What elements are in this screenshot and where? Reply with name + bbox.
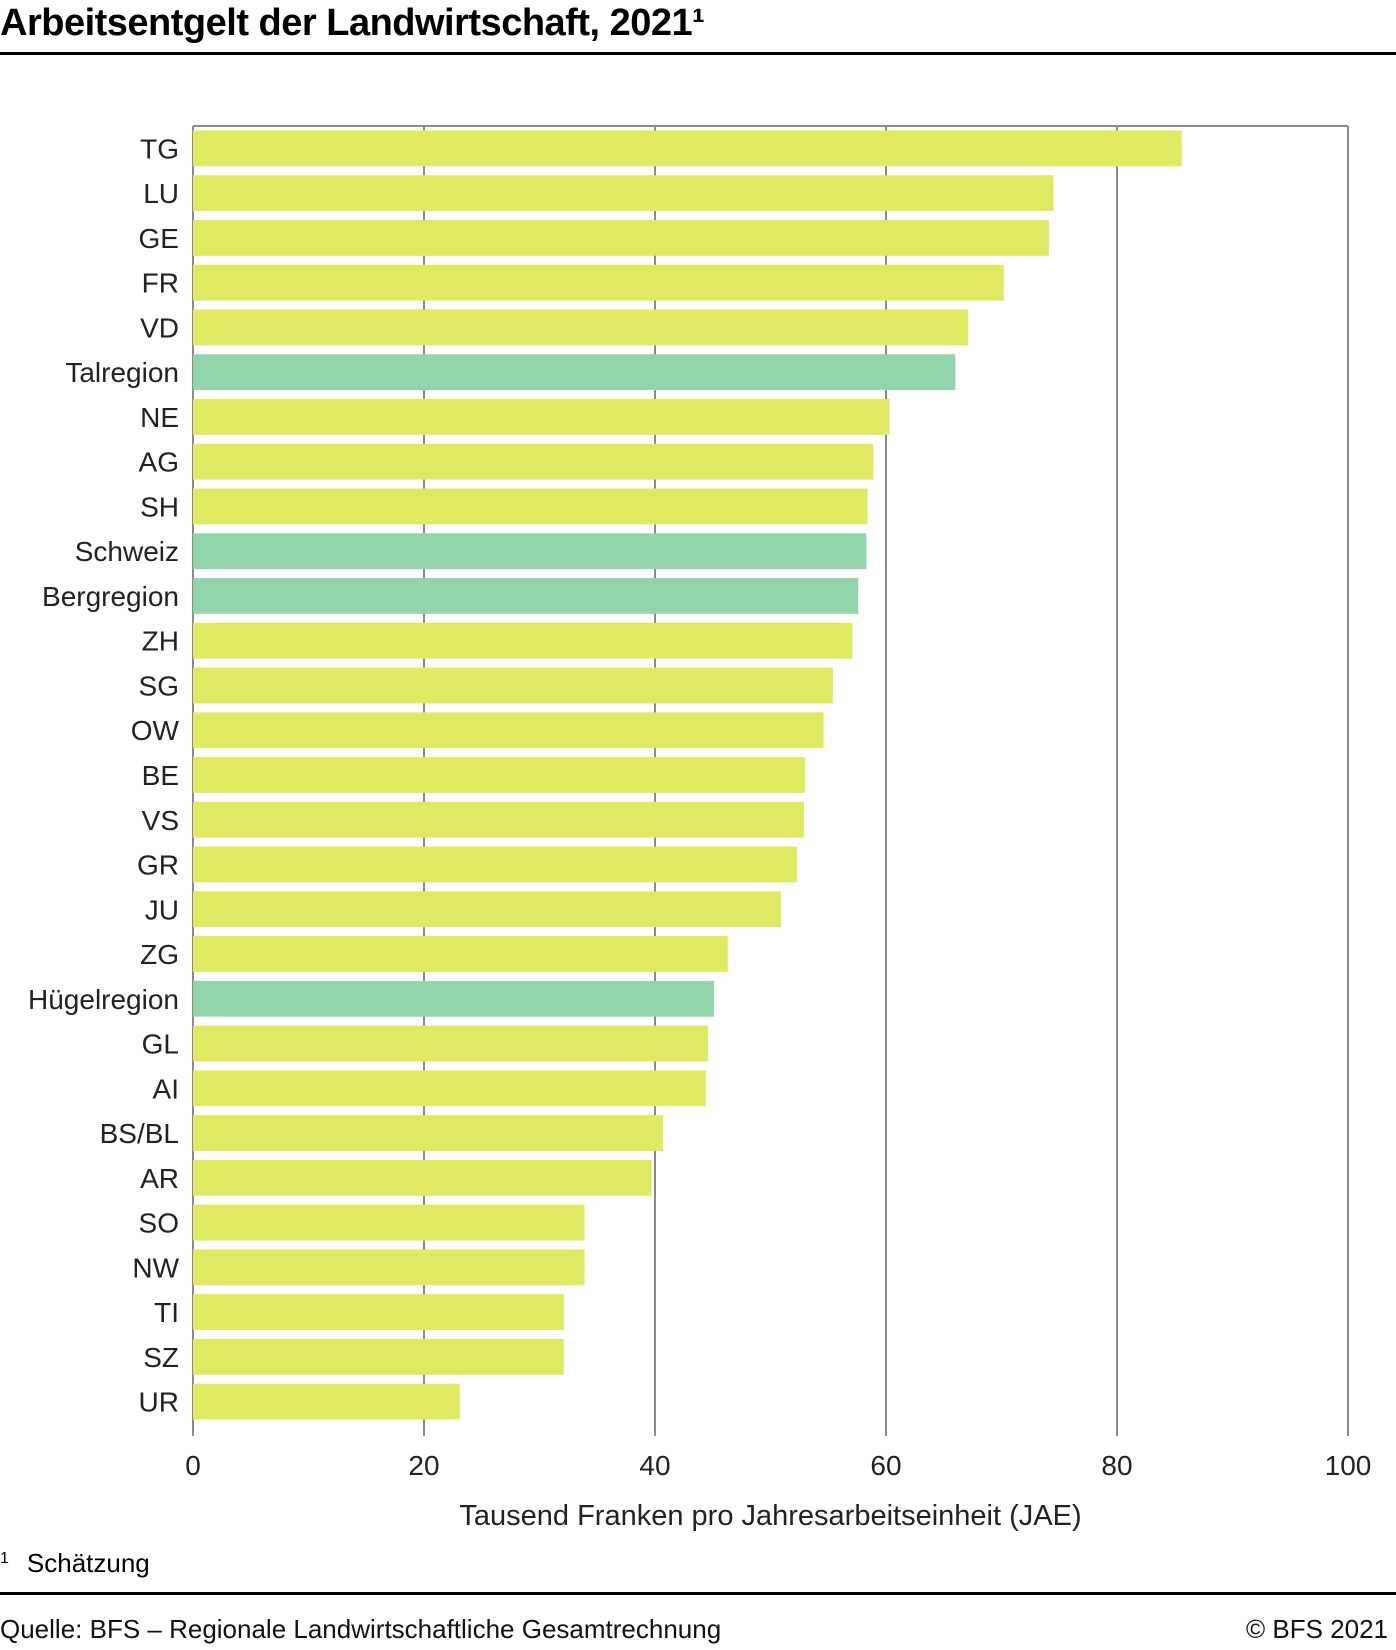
- y-category-label: ZG: [140, 939, 179, 970]
- x-tick-label: 60: [870, 1450, 901, 1481]
- bar: [193, 980, 714, 1017]
- y-category-label: BE: [142, 760, 179, 791]
- bar: [193, 1115, 664, 1151]
- bar: [193, 1294, 564, 1331]
- y-category-label: BS/BL: [100, 1118, 179, 1149]
- footnote-marker: 1: [0, 1550, 9, 1567]
- y-category-label: Schweiz: [75, 536, 179, 567]
- y-category-label: SH: [140, 491, 179, 522]
- bar: [193, 622, 853, 659]
- bar: [193, 443, 874, 480]
- y-category-label: SG: [139, 670, 179, 701]
- y-category-label: AR: [140, 1163, 179, 1194]
- x-tick-label: 100: [1325, 1450, 1372, 1481]
- y-category-label: JU: [145, 894, 179, 925]
- bar: [193, 1383, 460, 1420]
- bar: [193, 846, 798, 883]
- y-category-label: LU: [143, 178, 179, 209]
- bar: [193, 667, 833, 704]
- y-category-label: AI: [153, 1073, 179, 1104]
- footer-rule: [0, 1592, 1396, 1595]
- y-category-label: ZH: [142, 626, 179, 657]
- bar: [193, 1070, 706, 1107]
- copyright: © BFS 2021: [1245, 1614, 1388, 1644]
- bar: [193, 1338, 564, 1375]
- bar: [193, 264, 1004, 301]
- y-category-label: Bergregion: [42, 581, 179, 612]
- bar: [193, 1159, 652, 1196]
- bar: [193, 578, 859, 614]
- bar: [193, 130, 1182, 167]
- y-category-label: TI: [154, 1297, 179, 1328]
- y-category-label: UR: [139, 1387, 179, 1418]
- y-category-label: GL: [142, 1029, 179, 1060]
- bar: [193, 175, 1054, 212]
- y-category-label: OW: [131, 715, 180, 746]
- bar: [193, 712, 824, 749]
- y-category-label: GR: [137, 850, 179, 881]
- x-tick-label: 20: [408, 1450, 439, 1481]
- x-axis-label: Tausend Franken pro Jahresarbeitseinheit…: [459, 1500, 1081, 1532]
- y-category-label: TG: [140, 133, 179, 164]
- bar: [193, 309, 969, 346]
- bar: [193, 219, 1049, 256]
- bar: [193, 891, 781, 928]
- y-category-label: Talregion: [65, 357, 179, 388]
- bar: [193, 1025, 709, 1062]
- y-category-label: GE: [139, 223, 179, 254]
- x-tick-label: 80: [1101, 1450, 1132, 1481]
- bar: [193, 354, 956, 391]
- source-note: Quelle: BFS – Regionale Landwirtschaftli…: [0, 1614, 722, 1644]
- bar: [193, 801, 804, 838]
- footnote-text: Schätzung: [26, 1548, 150, 1578]
- bar-chart: 0 20 40 60 80 100 TG LU GE FR VD Talregion NE AG SH Sch…: [28, 125, 1372, 1532]
- bar: [193, 488, 868, 525]
- y-category-label: AG: [139, 447, 179, 478]
- x-tick-label: 0: [185, 1450, 201, 1481]
- bar: [193, 936, 728, 972]
- bar: [193, 1204, 585, 1241]
- y-category-label: VD: [140, 312, 179, 343]
- bar: [193, 399, 890, 435]
- bar: [193, 757, 806, 793]
- footnote: 1 Schätzung: [0, 1548, 150, 1579]
- y-category-label: VS: [142, 805, 179, 836]
- y-category-label: NW: [132, 1252, 179, 1283]
- y-category-label: FR: [142, 268, 179, 299]
- y-category-label: Hügelregion: [28, 984, 179, 1015]
- chart-title: Arbeitsentgelt der Landwirtschaft, 2021¹: [0, 2, 705, 44]
- bar: [193, 533, 867, 570]
- y-category-label: NE: [140, 402, 179, 433]
- y-category-label: SO: [139, 1208, 179, 1239]
- title-rule: [0, 52, 1396, 55]
- x-tick-label: 40: [639, 1450, 670, 1481]
- bar: [193, 1249, 585, 1286]
- y-category-label: SZ: [143, 1342, 179, 1373]
